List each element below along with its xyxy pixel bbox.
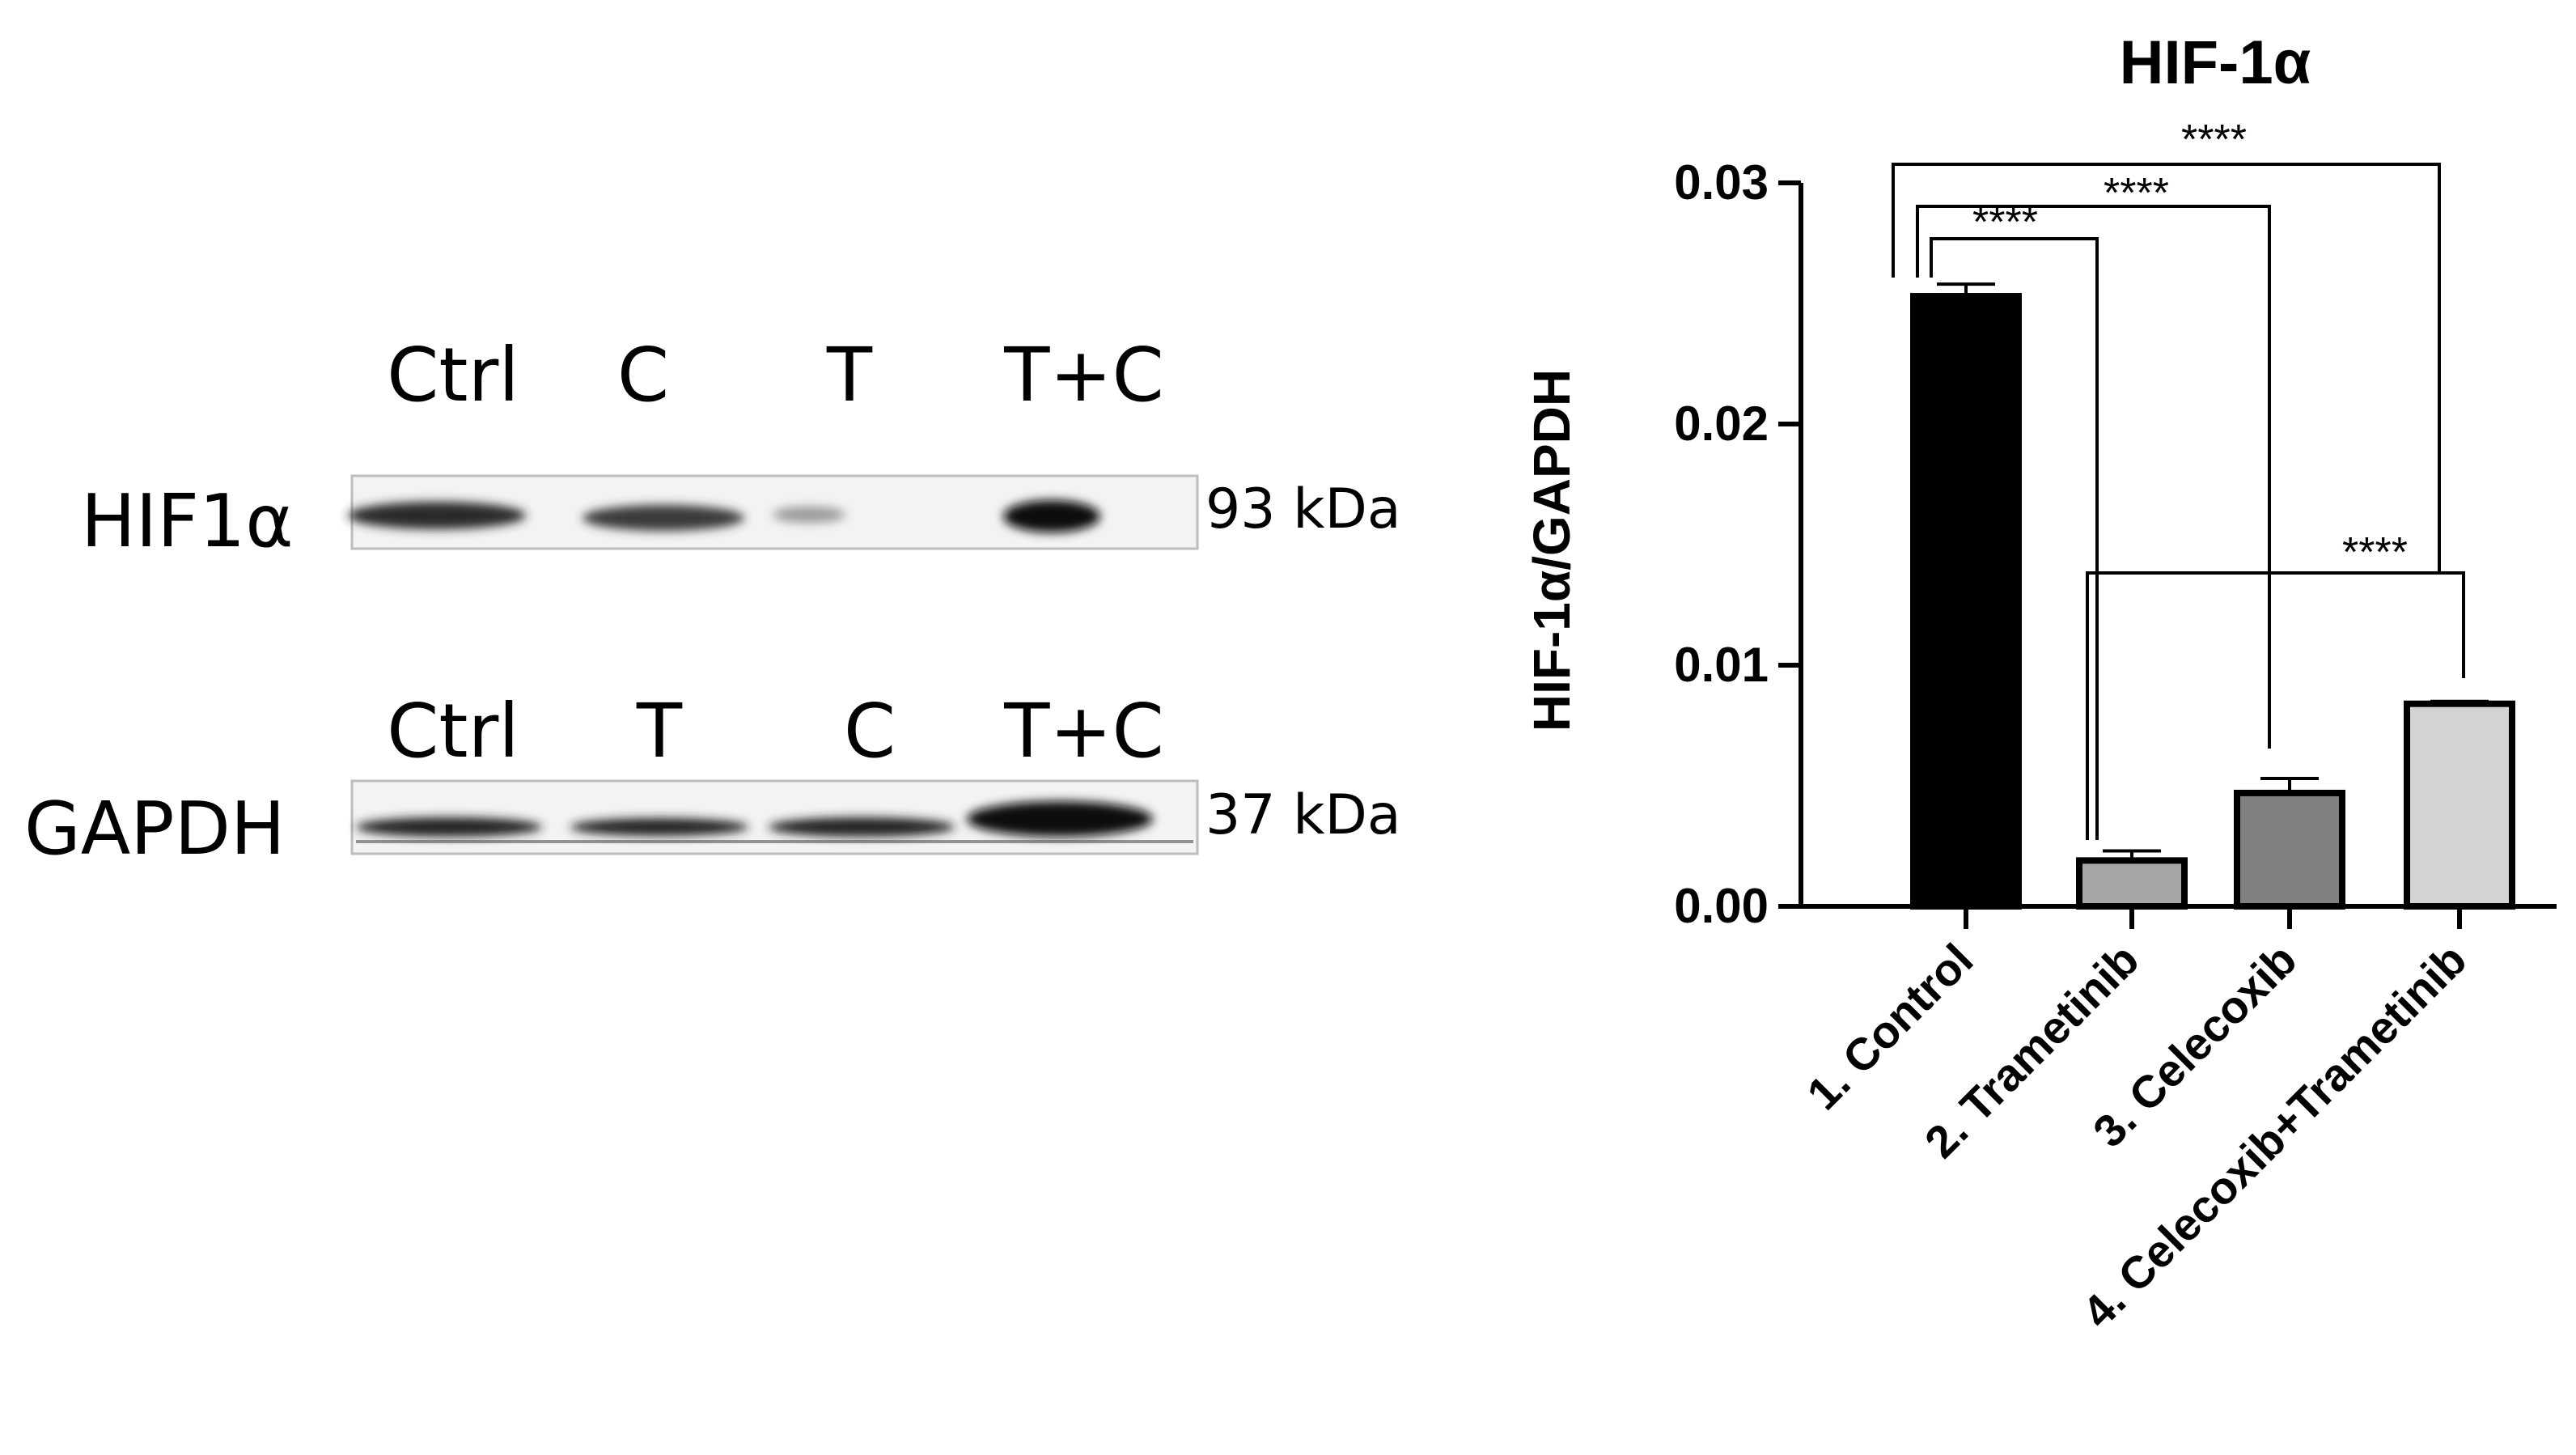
bar bbox=[1910, 293, 2022, 910]
blot-kda-gapdh: 37 kDa bbox=[1205, 783, 1401, 847]
blot-lane-label: T bbox=[636, 688, 683, 774]
y-tick-label: 0.01 bbox=[1674, 638, 1769, 692]
bar bbox=[2076, 857, 2188, 910]
blot-band bbox=[769, 817, 955, 837]
gapdh-bands bbox=[356, 801, 1153, 837]
blot-band bbox=[356, 817, 542, 837]
significance-label: **** bbox=[2342, 529, 2408, 576]
y-tick-label: 0.00 bbox=[1674, 879, 1769, 933]
blot-lane-label: T bbox=[826, 332, 873, 418]
significance-label: **** bbox=[1972, 199, 2038, 246]
bar-chart: HIF-1α HIF-1α/GAPDH 0.000.010.020.031. C… bbox=[1523, 28, 2557, 1338]
blot-band bbox=[348, 502, 526, 529]
bar bbox=[2404, 700, 2515, 910]
blot-row-label-hif1a: HIF1α bbox=[81, 479, 294, 564]
significance-bracket bbox=[1930, 237, 2099, 840]
blot-band bbox=[1003, 500, 1100, 532]
blot-band bbox=[570, 818, 748, 836]
blot-kda-hif1a: 93 kDa bbox=[1205, 477, 1401, 541]
significance-bracket bbox=[2086, 571, 2465, 840]
y-tick-label: 0.02 bbox=[1674, 397, 1769, 451]
blot-lane-label: C bbox=[617, 332, 669, 418]
blot-band bbox=[583, 505, 744, 531]
significance-label: **** bbox=[2104, 170, 2169, 217]
blot-lane-label: Ctrl bbox=[387, 332, 519, 418]
blot-lane-label: T+C bbox=[1003, 688, 1164, 774]
blot-lane-label: C bbox=[844, 688, 896, 774]
y-axis-title: HIF-1α/GAPDH bbox=[1523, 369, 1581, 732]
significance-bracket bbox=[1892, 163, 2441, 575]
blot-lane-label: T+C bbox=[1003, 332, 1164, 418]
blot-lane-label: Ctrl bbox=[387, 688, 519, 774]
bar bbox=[2234, 789, 2345, 910]
blot-row-label-gapdh: GAPDH bbox=[24, 787, 286, 872]
significance-label: **** bbox=[2181, 117, 2247, 163]
blot-band bbox=[967, 801, 1153, 837]
hif1a-bands bbox=[348, 500, 1100, 532]
significance-bracket bbox=[1916, 205, 2271, 749]
y-tick-label: 0.03 bbox=[1674, 155, 1769, 210]
western-blot-panel: Ctrl C T T+C HIF1α 93 kDa Ctrl T C T+C G… bbox=[24, 332, 1401, 872]
chart-title: HIF-1α bbox=[2120, 28, 2311, 97]
blot-band bbox=[773, 507, 845, 523]
